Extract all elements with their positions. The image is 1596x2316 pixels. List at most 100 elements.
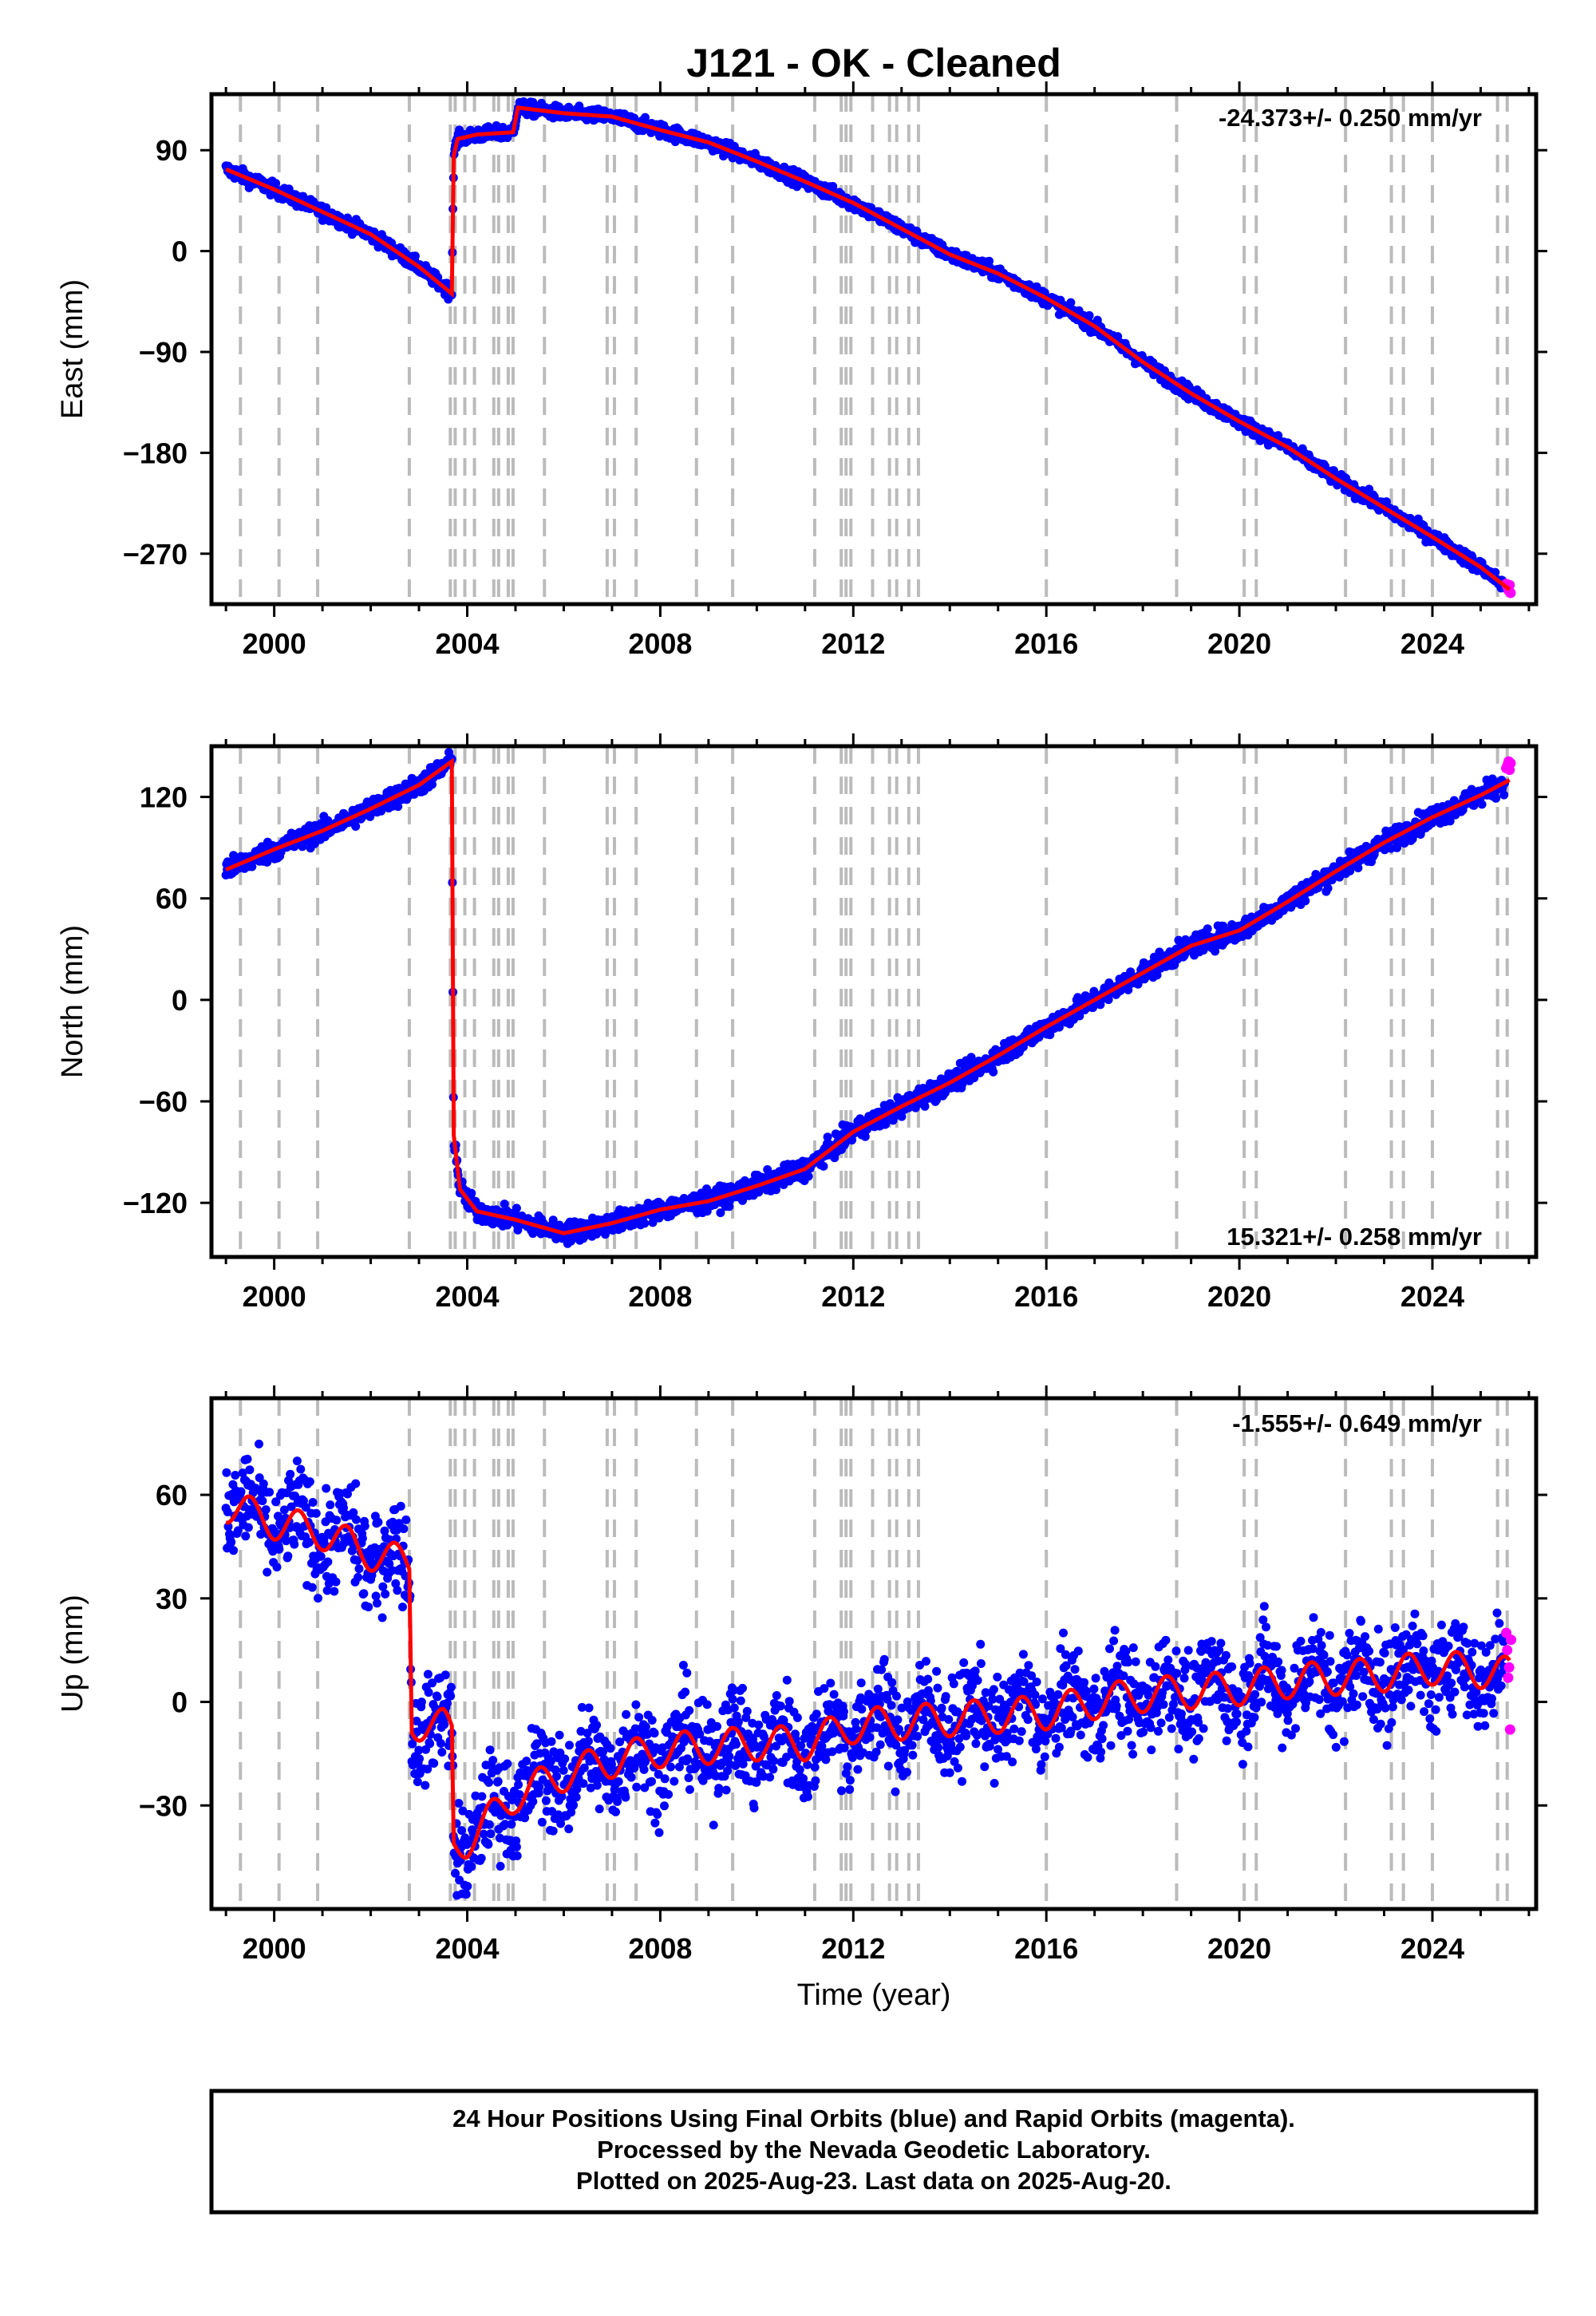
model-fit-line [224,757,1511,1235]
data-point [326,1500,335,1510]
data-point [265,1488,275,1497]
data-point [1323,883,1333,893]
data-point [351,1479,361,1488]
final-orbit-points [221,1439,1509,1900]
data-point [467,1188,476,1198]
data-point [351,822,361,831]
data-point [255,1439,263,1448]
data-point [305,1477,314,1487]
data-point [316,1551,326,1561]
x-tick-label: 2016 [1014,627,1078,660]
chart-title: J121 - OK - Cleaned [686,41,1061,85]
data-point [1203,924,1212,934]
data-point [373,1599,381,1608]
final-orbit-points [221,97,1509,593]
data-point [819,1161,828,1171]
y-tick-label: −180 [123,437,188,469]
data-point [290,1539,299,1549]
data-point [378,1582,388,1591]
plot-frame [209,92,1539,607]
data-point [296,1464,306,1474]
event-lines [239,746,1509,1257]
data-point [308,1498,318,1507]
x-tick-label: 2000 [243,627,306,660]
data-point [236,1487,246,1496]
data-point [243,1523,253,1532]
data-point [247,862,257,871]
y-tick-label: 0 [172,235,188,268]
data-point [286,1469,295,1479]
data-point [641,113,650,122]
data-point [1477,800,1487,809]
y-tick-label: 90 [156,134,188,167]
data-point [985,256,994,266]
rapid-orbit-points [1501,756,1516,776]
data-point [1066,298,1076,307]
x-tick-label: 2020 [1207,1280,1271,1313]
data-point [381,1589,390,1599]
y-tick-label: 0 [172,984,188,1017]
data-point [229,1546,239,1555]
data-point [307,1583,317,1592]
rate-annotation: -24.373+/- 0.250 mm/yr [1219,104,1482,132]
data-point [1104,995,1113,1005]
east-panel: 90 0 −90 −180 −270 2000 2004 2008 2012 2016 2020 20… [56,81,1547,660]
data-point [331,1577,341,1587]
data-point [364,1603,373,1612]
data-point [311,1508,321,1518]
y-axis-label: North (mm) [56,925,89,1078]
y-tick-label: −90 [139,336,188,369]
x-tick-label: 2004 [435,627,499,660]
data-point [330,1587,339,1596]
data-point [1491,793,1501,803]
y-tick-label: 60 [156,883,188,915]
data-point [354,1564,364,1574]
data-point [512,1203,521,1213]
x-tick-label: 2016 [1014,1280,1078,1313]
data-point [410,251,420,261]
x-tick-label: 2008 [628,627,692,660]
final-orbit-points [221,748,1509,1248]
rate-annotation: 15.321+/- 0.258 mm/yr [1227,1223,1482,1251]
data-point [823,1132,832,1142]
data-point [1084,310,1094,320]
x-tick-label: 2012 [821,627,885,660]
x-tick-label: 2012 [821,1280,885,1313]
data-point [283,1551,293,1561]
rapid-point [1505,757,1516,769]
data-point [241,1531,251,1541]
x-tick-label: 2024 [1400,627,1464,660]
data-point [351,1515,361,1524]
data-point [292,1456,302,1466]
y-axis-label: East (mm) [56,279,89,419]
data-point [377,1613,387,1622]
x-tick-label: 2008 [628,1280,692,1313]
data-point [920,1101,930,1111]
data-point [360,1521,369,1531]
data-point [261,1505,271,1515]
data-point [222,1468,231,1477]
data-point [358,1534,367,1543]
event-lines [239,94,1509,604]
x-tick-label: 2000 [243,1280,306,1313]
data-point [373,1517,383,1527]
data-point [275,1544,284,1554]
y-tick-label: −120 [123,1187,188,1219]
data-point [243,1454,252,1464]
x-tick-label: 2004 [435,1280,499,1313]
data-point [804,1172,813,1181]
data-point [1499,790,1509,800]
data-point [354,1572,363,1582]
data-point [828,182,838,191]
x-tick-label: 2020 [1207,627,1271,660]
data-point [227,1537,236,1547]
data-point [989,1067,998,1077]
data-point [323,1557,333,1567]
data-point [263,1567,272,1577]
y-tick-label: −270 [123,538,188,571]
data-point [259,1479,268,1488]
data-point [359,1589,369,1599]
